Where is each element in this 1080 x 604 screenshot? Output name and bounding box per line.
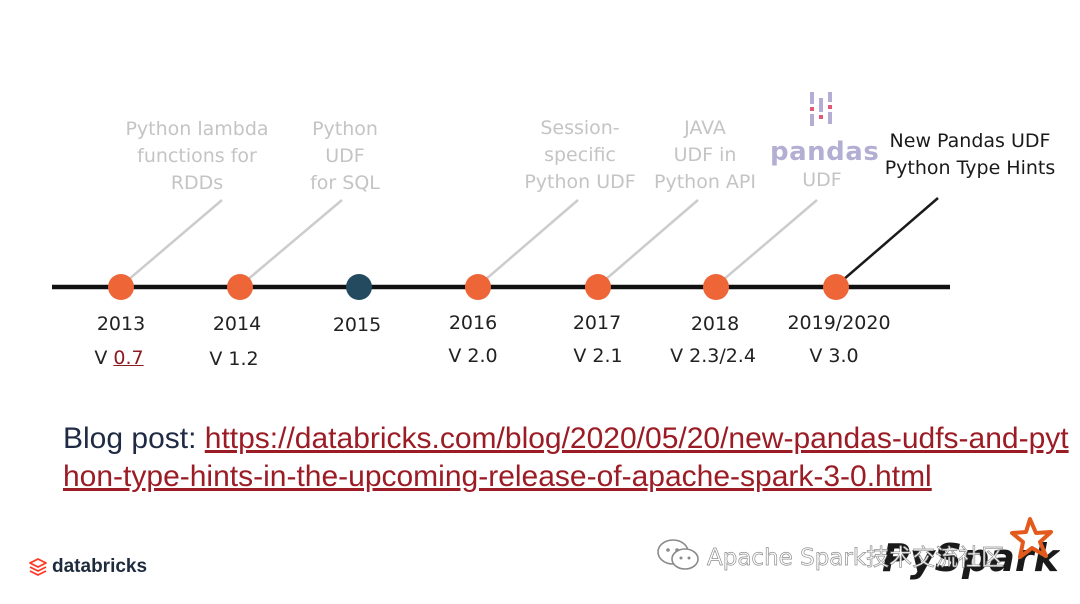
year-label-2018: 2018 [690, 313, 740, 335]
year-label-2017: 2017 [572, 312, 622, 334]
version-prefix: V [94, 347, 114, 369]
pandas-logo: pandas UDF [770, 90, 880, 191]
pyspark-wordmark: PySpark [882, 536, 1060, 580]
event-label-pandas-udf: UDF [802, 169, 842, 191]
event-label-python-lambda: Python lambda functions for RDDs [125, 118, 269, 194]
blog-post-link[interactable]: https://databricks.com/blog/2020/05/20/n… [63, 422, 1069, 493]
pandas-wordmark: pandas [770, 137, 880, 167]
version-link-0-7[interactable]: 0.7 [113, 347, 144, 369]
version-label-2016: V 2.0 [448, 345, 498, 367]
year-label-2014: 2014 [212, 313, 262, 335]
milestone-dot-2017 [585, 274, 611, 300]
milestone-dot-2018 [703, 274, 729, 300]
version-label-2018: V 2.3/2.4 [670, 345, 756, 367]
year-label-2019-2020: 2019/2020 [787, 312, 891, 334]
event-label-python-udf-sql: Python UDF for SQL [310, 118, 380, 194]
wechat-icon [657, 539, 699, 570]
event-label-java-udf: JAVA UDF in Python API [654, 117, 756, 193]
event-label-new-pandas-udf: New Pandas UDF Python Type Hints [884, 130, 1056, 179]
connector-2017 [597, 199, 699, 287]
spark-star-icon [1010, 517, 1053, 559]
version-label-2019-2020: V 3.0 [809, 345, 859, 367]
connector-2019-2020 [835, 197, 939, 287]
pyspark-logo: PySpark [882, 517, 1060, 580]
databricks-stack-icon [29, 558, 47, 576]
year-label-2016: 2016 [448, 312, 498, 334]
milestone-dot-2015 [346, 274, 372, 300]
milestone-dot-2013 [108, 274, 134, 300]
watermark-text: Apache Spark技术交流社区 [707, 545, 1005, 572]
milestone-dot-2019-2020 [823, 274, 849, 300]
connector-2018 [715, 199, 818, 287]
year-label-2015: 2015 [332, 314, 382, 336]
connector-2016 [477, 199, 579, 287]
databricks-brand: databricks [28, 556, 147, 578]
blog-post: Blog post: https://databricks.com/blog/2… [63, 420, 1073, 496]
connector-2013 [120, 199, 223, 287]
version-label-2014: V 1.2 [209, 348, 259, 370]
connector-2014 [239, 199, 343, 287]
watermark: Apache Spark技术交流社区 [655, 538, 1005, 572]
pandas-bars-icon [810, 92, 832, 126]
milestone-dot-2016 [465, 274, 491, 300]
year-label-2013: 2013 [96, 313, 146, 335]
milestone-dot-2014 [227, 274, 253, 300]
version-label-2017: V 2.1 [573, 345, 623, 367]
blog-post-prefix: Blog post: [63, 422, 205, 455]
event-label-session-udf: Session- specific Python UDF [524, 117, 636, 193]
databricks-wordmark: databricks [52, 556, 148, 577]
version-label-2013: V 0.7 [49, 347, 189, 369]
